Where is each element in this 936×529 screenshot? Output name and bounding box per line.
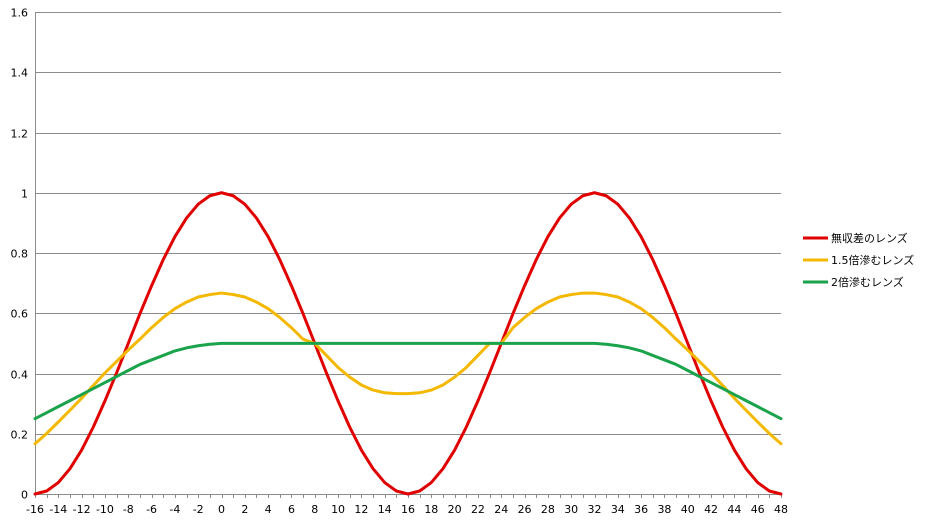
x-tick-label: 38	[657, 503, 671, 516]
x-tick-label: -16	[26, 503, 44, 516]
x-tick-label: 36	[634, 503, 648, 516]
y-tick-label: 0.6	[11, 308, 29, 321]
x-tick-label: -8	[123, 503, 134, 516]
y-tick-label: 0.4	[11, 369, 29, 382]
y-tick-label: 0.8	[11, 248, 29, 261]
legend-item: 無収差のレンズ	[803, 231, 908, 245]
y-tick-label: 1	[21, 188, 28, 201]
y-tick-label: 1.6	[11, 7, 29, 20]
x-tick-label: 30	[564, 503, 578, 516]
y-tick-label: 0	[21, 489, 28, 502]
x-tick-label: -10	[96, 503, 114, 516]
x-tick-label: -4	[169, 503, 180, 516]
x-tick-label: 6	[288, 503, 295, 516]
legend: 無収差のレンズ 1.5倍滲むレンズ 2倍滲むレンズ	[803, 231, 914, 289]
grid-lines	[35, 12, 781, 435]
legend-label: 2倍滲むレンズ	[831, 275, 904, 289]
series-line	[33, 341, 783, 421]
series-line	[33, 191, 783, 496]
legend-label: 無収差のレンズ	[831, 231, 908, 245]
legend-label: 1.5倍滲むレンズ	[831, 253, 914, 267]
y-tick-label: 0.2	[11, 429, 29, 442]
axes	[35, 12, 782, 498]
x-tick-label: 8	[311, 503, 318, 516]
x-tick-label: -14	[49, 503, 67, 516]
x-tick-label: 12	[354, 503, 368, 516]
x-tick-label: 40	[681, 503, 695, 516]
x-tick-label: 24	[494, 503, 508, 516]
x-tick-label: 48	[774, 503, 788, 516]
x-tick-label: 20	[448, 503, 462, 516]
y-tick-label: 1.4	[11, 67, 29, 80]
x-tick-label: 4	[265, 503, 272, 516]
x-tick-label: -6	[146, 503, 157, 516]
x-tick-label: 22	[471, 503, 485, 516]
x-tick-label: 42	[704, 503, 718, 516]
x-tick-label: -2	[193, 503, 204, 516]
legend-item: 2倍滲むレンズ	[803, 275, 904, 289]
x-tick-label: 32	[588, 503, 602, 516]
y-tick-label: 1.2	[11, 128, 29, 141]
y-axis-tick-labels: 0 0.2 0.4 0.6 0.8 1 1.2 1.4 1.6	[11, 7, 29, 502]
x-tick-label: 14	[378, 503, 392, 516]
x-tick-label: 0	[218, 503, 225, 516]
x-tick-label: -12	[73, 503, 91, 516]
x-tick-label: 46	[751, 503, 765, 516]
x-tick-label: 10	[331, 503, 345, 516]
x-tick-label: 26	[518, 503, 532, 516]
x-tick-label: 34	[611, 503, 625, 516]
x-tick-label: 18	[424, 503, 438, 516]
legend-item: 1.5倍滲むレンズ	[803, 253, 914, 267]
series-lines	[33, 191, 783, 496]
x-tick-label: 28	[541, 503, 555, 516]
x-tick-label: 16	[401, 503, 415, 516]
x-tick-label: 44	[727, 503, 741, 516]
series-line	[33, 291, 783, 446]
x-axis-tick-labels: -16 -14 -12 -10 -8 -6 -4 -2 0 2 4 6 8 10 12 14 16 18 20 22 2…	[26, 503, 788, 516]
x-tick-label: 2	[241, 503, 248, 516]
